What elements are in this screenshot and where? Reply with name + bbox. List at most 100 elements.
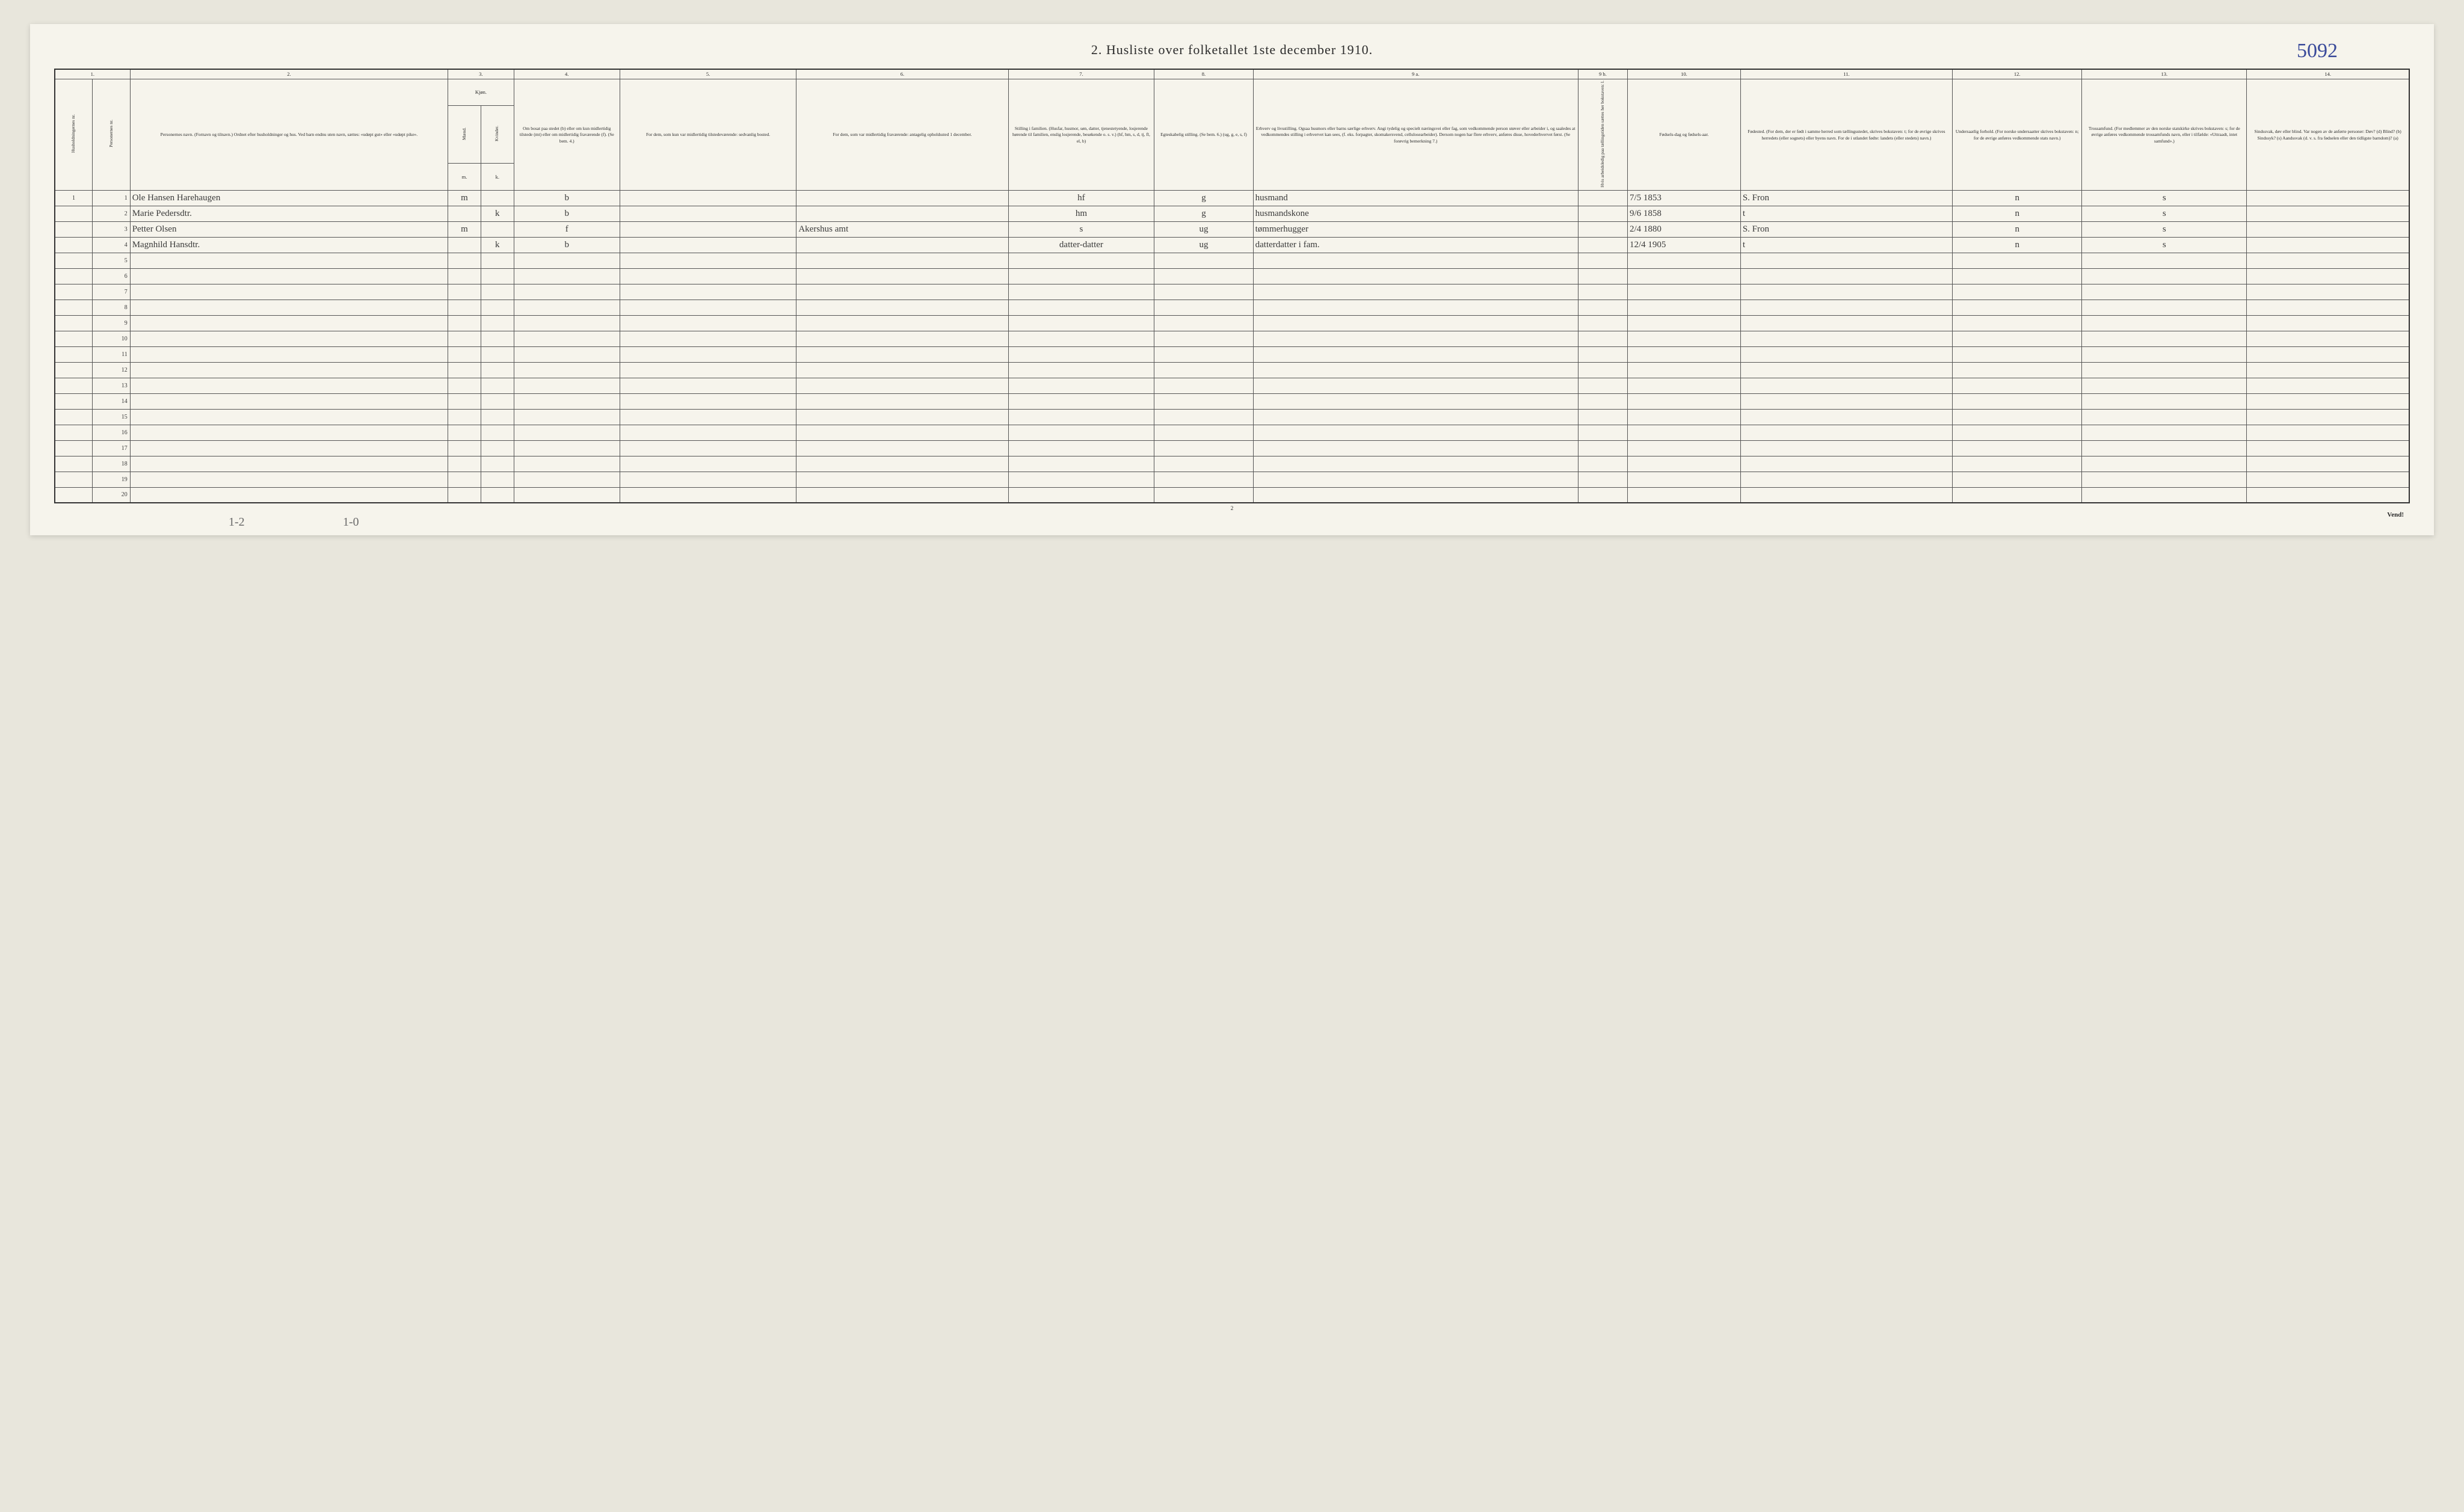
cell-c11 [1740,362,1952,378]
cell-pn: 14 [93,393,131,409]
cell-c11: S. Fron [1740,190,1952,206]
hdr-erhverv: Erhverv og livsstilling. Ogsaa husmors e… [1253,79,1578,190]
hdr-arbeidsledig: Hvis arbeidsledig paa tællingstiden sætt… [1578,79,1627,190]
hdr-bosat: Om bosat paa stedet (b) eller om kun mid… [514,79,620,190]
colnum-10: 10. [1627,69,1740,79]
cell-c7 [1008,268,1154,284]
cell-c14 [2247,268,2409,284]
cell-c9a [1253,300,1578,315]
colnum-9a: 9 a. [1253,69,1578,79]
cell-c10 [1627,472,1740,487]
table-row: 8 [55,300,2409,315]
cell-pn: 4 [93,237,131,253]
cell-c7 [1008,331,1154,346]
cell-c10 [1627,393,1740,409]
cell-c8 [1154,456,1253,472]
cell-c12: n [1953,190,2082,206]
cell-b [514,284,620,300]
hdr-trossamfund: Trossamfund. (For medlemmer av den norsk… [2082,79,2247,190]
cell-name: Ole Hansen Harehaugen [130,190,448,206]
table-row: 12 [55,362,2409,378]
cell-c11 [1740,300,1952,315]
colnum-2: 2. [130,69,448,79]
cell-hh [55,284,93,300]
cell-c14 [2247,425,2409,440]
table-row: 2Marie Pedersdtr.kbhmghusmandskone9/6 18… [55,206,2409,221]
cell-pn: 18 [93,456,131,472]
cell-c8 [1154,268,1253,284]
cell-c14 [2247,221,2409,237]
cell-c9b [1578,456,1627,472]
colnum-3: 3. [448,69,514,79]
cell-c10 [1627,409,1740,425]
cell-c5 [620,378,796,393]
cell-c11 [1740,487,1952,503]
cell-c14 [2247,206,2409,221]
cell-c11: t [1740,237,1952,253]
cell-pn: 11 [93,346,131,362]
cell-k [481,268,514,284]
cell-c14 [2247,362,2409,378]
table-row: 16 [55,425,2409,440]
table-row: 11Ole Hansen Harehaugenmbhfghusmand7/5 1… [55,190,2409,206]
cell-c13 [2082,440,2247,456]
cell-c7 [1008,472,1154,487]
table-row: 10 [55,331,2409,346]
hdr-sindssvak: Sindssvak, døv eller blind. Var nogen av… [2247,79,2409,190]
cell-c12 [1953,315,2082,331]
cell-b [514,346,620,362]
cell-k [481,487,514,503]
colnum-13: 13. [2082,69,2247,79]
cell-name [130,487,448,503]
cell-c14 [2247,315,2409,331]
cell-c9a [1253,393,1578,409]
cell-hh [55,206,93,221]
cell-c9b [1578,346,1627,362]
census-table: 1. 2. 3. 4. 5. 6. 7. 8. 9 a. 9 b. 10. 11… [54,69,2410,503]
cell-c9a [1253,284,1578,300]
cell-pn: 19 [93,472,131,487]
colnum-4: 4. [514,69,620,79]
cell-c11 [1740,409,1952,425]
cell-c7 [1008,315,1154,331]
cell-m [448,253,481,268]
cell-hh [55,237,93,253]
cell-c9b [1578,253,1627,268]
cell-c12 [1953,284,2082,300]
table-row: 20 [55,487,2409,503]
cell-name: Magnhild Hansdtr. [130,237,448,253]
table-row: 15 [55,409,2409,425]
cell-b [514,440,620,456]
cell-c14 [2247,346,2409,362]
cell-c8 [1154,331,1253,346]
cell-c6 [796,331,1008,346]
cell-c9a [1253,456,1578,472]
cell-m [448,378,481,393]
cell-c11: t [1740,206,1952,221]
cell-c9a [1253,253,1578,268]
cell-c11 [1740,472,1952,487]
cell-c6 [796,253,1008,268]
hdr-m: m. [448,164,481,191]
cell-c8 [1154,409,1253,425]
cell-b: b [514,206,620,221]
cell-hh [55,268,93,284]
cell-b: f [514,221,620,237]
cell-c5 [620,190,796,206]
cell-m [448,331,481,346]
cell-name [130,346,448,362]
cell-c5 [620,393,796,409]
cell-c5 [620,331,796,346]
cell-c12 [1953,472,2082,487]
cell-pn: 8 [93,300,131,315]
cell-name [130,440,448,456]
cell-c6 [796,206,1008,221]
hdr-kvinder: Kvinder. [481,106,514,164]
colnum-14: 14. [2247,69,2409,79]
cell-c6 [796,237,1008,253]
cell-c10 [1627,378,1740,393]
footer-vend: Vend! [2387,511,2404,518]
cell-hh [55,315,93,331]
cell-k [481,346,514,362]
cell-c14 [2247,409,2409,425]
